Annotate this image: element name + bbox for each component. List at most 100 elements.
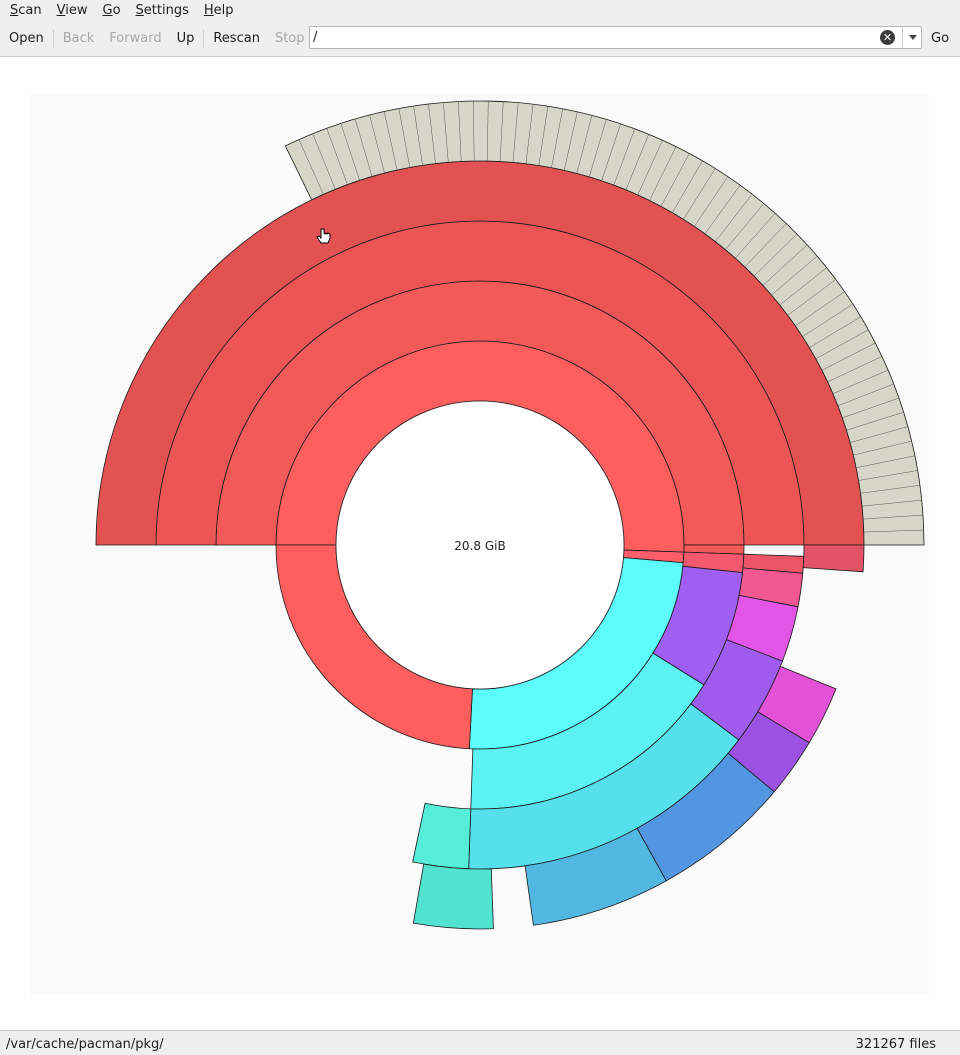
stop-button[interactable]: Stop <box>274 30 305 46</box>
file-divider <box>856 455 915 469</box>
file-divider <box>551 108 563 168</box>
file-divider <box>850 426 908 443</box>
forward-button[interactable]: Forward <box>109 30 162 46</box>
up-button[interactable]: Up <box>176 30 195 46</box>
file-divider <box>725 203 765 250</box>
open-button[interactable]: Open <box>9 30 44 46</box>
file-count: 321267 files <box>855 1036 936 1052</box>
menu-view[interactable]: View <box>52 0 93 22</box>
menu-go-label: o <box>112 3 121 18</box>
toolbar-separator <box>52 29 54 48</box>
file-divider <box>863 514 924 520</box>
sunburst-segment[interactable] <box>412 863 494 930</box>
menu-view-label: iew <box>65 3 88 18</box>
clear-icon[interactable]: ✕ <box>880 30 895 45</box>
file-divider <box>398 108 411 168</box>
file-divider <box>563 111 578 171</box>
file-divider <box>649 146 677 201</box>
file-divider <box>538 106 549 166</box>
menu-scan-label: can <box>18 3 42 18</box>
file-divider <box>715 194 753 242</box>
file-divider <box>862 499 922 507</box>
menu-help[interactable]: Help <box>199 0 239 22</box>
sunburst-chart[interactable]: 20.8 GiB <box>0 57 960 1030</box>
file-divider <box>795 291 845 327</box>
location-input[interactable] <box>313 29 873 46</box>
file-divider <box>809 316 861 348</box>
menu-go-mnemonic: G <box>102 3 113 18</box>
file-divider <box>413 105 423 166</box>
file-divider <box>762 244 808 286</box>
file-divider <box>787 279 836 316</box>
menu-settings-label: ettings <box>143 3 189 18</box>
back-button[interactable]: Back <box>62 30 95 46</box>
chevron-down-icon[interactable] <box>902 27 923 48</box>
location-combobox[interactable]: ✕ <box>309 26 922 49</box>
file-divider <box>779 267 827 306</box>
file-divider <box>827 356 883 383</box>
sunburst-segment[interactable] <box>524 827 667 926</box>
file-divider <box>771 255 818 296</box>
radial-map-view[interactable]: 20.8 GiB <box>0 56 960 1031</box>
file-divider <box>753 233 798 277</box>
file-divider <box>858 470 918 481</box>
file-divider <box>694 176 729 227</box>
file-divider <box>744 223 787 268</box>
menu-scan[interactable]: Scan <box>5 0 47 22</box>
file-divider <box>837 383 894 406</box>
file-divider <box>625 134 649 190</box>
menu-settings[interactable]: Settings <box>131 0 194 22</box>
file-divider <box>369 114 385 174</box>
file-divider <box>842 397 900 419</box>
toolbar: Open Back Forward Up Rescan Stop <box>0 23 960 54</box>
file-divider <box>354 118 373 177</box>
sunburst-segment[interactable] <box>802 544 865 573</box>
file-divider <box>704 185 741 234</box>
status-bar: /var/cache/pacman/pkg/ 321267 files <box>0 1033 960 1055</box>
file-divider <box>383 111 398 171</box>
menu-bar: Scan View Go Settings Help <box>0 0 960 22</box>
file-divider <box>683 168 716 220</box>
status-path: /var/cache/pacman/pkg/ <box>6 1036 164 1052</box>
file-divider <box>486 101 489 162</box>
file-divider <box>735 213 776 259</box>
file-divider <box>326 128 348 185</box>
file-divider <box>499 101 504 162</box>
file-divider <box>846 411 904 431</box>
file-divider <box>601 123 621 181</box>
go-button[interactable]: Go <box>931 31 950 46</box>
hand-cursor-icon <box>316 228 331 244</box>
file-divider <box>525 104 534 164</box>
file-divider <box>802 303 854 337</box>
file-divider <box>832 369 889 394</box>
file-divider <box>458 101 462 162</box>
menu-go[interactable]: Go <box>97 0 125 22</box>
menu-help-mnemonic: H <box>203 3 214 18</box>
file-divider <box>443 102 449 163</box>
file-divider <box>613 128 636 186</box>
toolbar-separator <box>203 29 205 48</box>
file-divider <box>473 101 475 162</box>
menu-help-label: elp <box>213 3 234 18</box>
file-divider <box>340 123 360 181</box>
menu-view-mnemonic: V <box>56 3 66 18</box>
file-divider <box>660 153 690 207</box>
file-divider <box>512 102 519 163</box>
file-divider <box>589 119 607 177</box>
file-divider <box>815 329 869 360</box>
file-divider <box>860 485 920 494</box>
file-divider <box>428 103 436 164</box>
file-divider <box>853 440 912 456</box>
sunburst-segment[interactable] <box>284 100 925 546</box>
file-divider <box>637 140 663 196</box>
rescan-button[interactable]: Rescan <box>213 30 260 46</box>
file-divider <box>821 342 876 371</box>
file-divider <box>298 139 324 195</box>
file-divider <box>576 115 593 174</box>
total-size-label: 20.8 GiB <box>454 539 505 553</box>
file-divider <box>312 133 336 190</box>
menu-scan-mnemonic: S <box>10 3 19 18</box>
center-circle[interactable] <box>335 400 625 690</box>
file-divider <box>863 529 924 533</box>
file-divider <box>672 160 703 213</box>
